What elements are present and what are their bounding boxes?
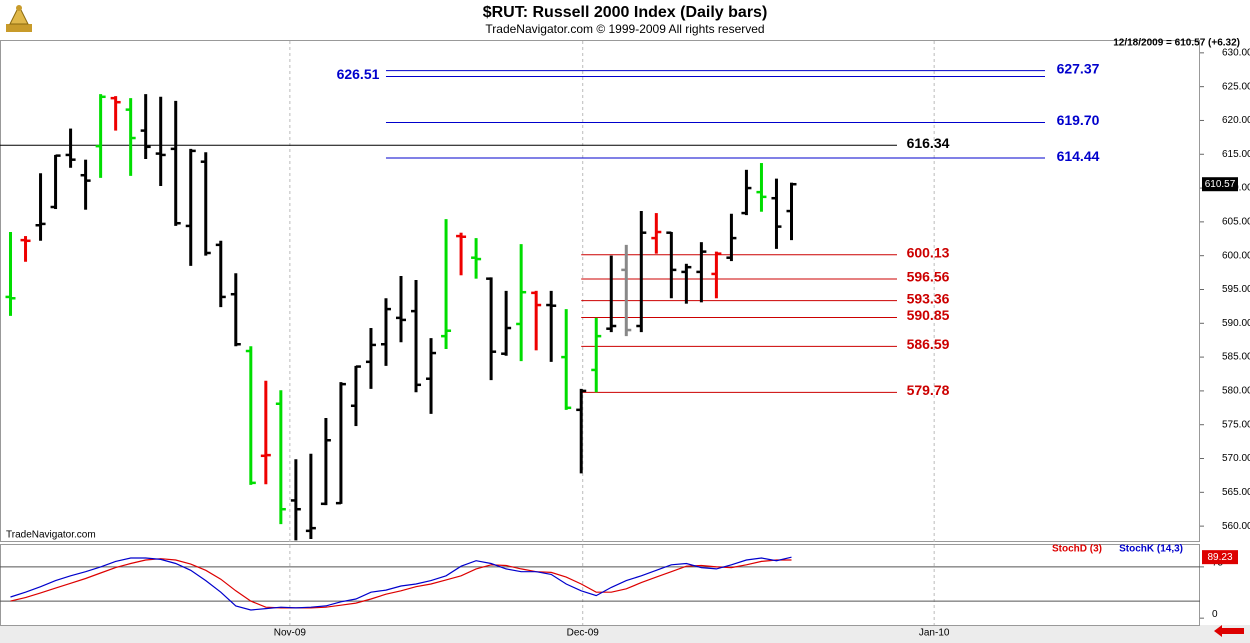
level-label: 614.44 — [1057, 148, 1100, 164]
y-tick-label: 615.00 — [1222, 149, 1250, 160]
legend-label: StochD (3) — [1052, 544, 1102, 555]
y-tick-label: 585.00 — [1222, 352, 1250, 363]
level-label: 579.78 — [907, 382, 950, 398]
x-tick-label: Jan-10 — [919, 628, 950, 639]
level-label: 616.34 — [907, 135, 950, 151]
level-label: 596.56 — [907, 269, 950, 285]
last-price-label: 610.57 — [1205, 179, 1236, 190]
y-tick-label: 580.00 — [1222, 386, 1250, 397]
stoch-line — [10, 556, 792, 611]
stoch-panel-frame — [0, 544, 1200, 626]
x-tick-label: Dec-09 — [567, 628, 600, 639]
y-tick-label: 630.00 — [1222, 47, 1250, 58]
last-value-badge — [1202, 550, 1238, 565]
level-label: 619.70 — [1057, 112, 1100, 128]
watermark: TradeNavigator.com — [6, 530, 96, 541]
last-value-label: 89.23 — [1207, 552, 1232, 563]
y-tick-label: 625.00 — [1222, 81, 1250, 92]
legend-label: StochK (14,3) — [1119, 544, 1183, 555]
y-tick-label: 620.00 — [1222, 115, 1250, 126]
main-panel-frame — [0, 40, 1200, 542]
last-price-badge — [1202, 177, 1238, 192]
chart-title: $RUT: Russell 2000 Index (Daily bars) — [483, 4, 768, 21]
quote: 12/18/2009 = 610.57 (+6.32) — [1113, 38, 1240, 49]
level-label: 593.36 — [907, 290, 950, 306]
stoch-line — [10, 558, 792, 609]
scroll-arrow[interactable] — [1214, 625, 1244, 637]
y-tick-label: 595.00 — [1222, 284, 1250, 295]
y-tick-label: 575.00 — [1222, 419, 1250, 430]
y-tick-label: 605.00 — [1222, 217, 1250, 228]
chart-subtitle: TradeNavigator.com © 1999-2009 All right… — [485, 22, 764, 36]
y-tick-label: 590.00 — [1222, 318, 1250, 329]
y-tick-label: 560.00 — [1222, 521, 1250, 532]
level-label: 627.37 — [1057, 60, 1100, 76]
level-label: 600.13 — [907, 245, 950, 261]
y-tick-label: 570.00 — [1222, 453, 1250, 464]
level-label: 586.59 — [907, 336, 950, 352]
level-label: 626.51 — [337, 66, 380, 82]
x-axis-strip — [0, 625, 1250, 643]
logo-icon — [6, 4, 32, 32]
level-label: 590.85 — [907, 307, 950, 323]
y-tick-label: 600.00 — [1222, 250, 1250, 261]
y-tick-label: 565.00 — [1222, 487, 1250, 498]
y-tick-label: 0 — [1212, 609, 1218, 620]
x-tick-label: Nov-09 — [274, 628, 307, 639]
